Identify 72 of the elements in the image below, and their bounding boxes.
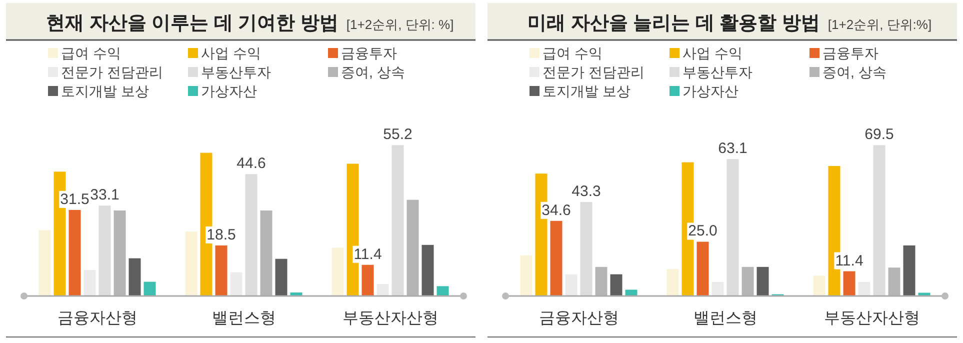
legend-label: 금융투자 <box>341 45 397 61</box>
x-tick-label: 금융자산형 <box>57 310 138 327</box>
legend-label: 부동산투자 <box>201 64 271 80</box>
bar <box>376 284 389 296</box>
bar <box>756 266 769 296</box>
bar <box>580 202 592 296</box>
bar <box>84 270 96 296</box>
bar <box>275 258 288 296</box>
bar <box>625 290 638 296</box>
bar <box>873 145 886 296</box>
data-label: 25.0 <box>688 222 718 240</box>
bar <box>38 230 51 296</box>
data-label: 31.5 <box>60 190 90 208</box>
bar <box>332 248 344 296</box>
bar <box>726 159 739 296</box>
legend-label: 전문가 전담관리 <box>542 64 644 80</box>
bar <box>144 282 156 296</box>
bar <box>550 220 562 296</box>
bar <box>520 255 532 296</box>
bar <box>903 245 916 296</box>
data-label: 18.5 <box>206 226 236 244</box>
data-label: 11.4 <box>354 246 382 263</box>
bar <box>230 272 242 296</box>
legend-label: 부동산투자 <box>682 64 752 80</box>
legend-label: 금융투자 <box>822 45 878 61</box>
chart-title: 현재 자산을 이루는 데 기여한 방법 <box>46 13 338 34</box>
legend-label: 가상자산 <box>201 83 257 99</box>
data-label: 55.2 <box>383 126 412 144</box>
legend-label: 증여, 상속 <box>341 64 405 80</box>
x-tick-label: 금융자산형 <box>538 310 619 327</box>
data-label: 34.6 <box>542 202 571 219</box>
data-label: 63.1 <box>718 140 748 158</box>
legend-label: 급여 수익 <box>61 45 121 61</box>
bar <box>696 242 709 296</box>
chart-subtitle: [1+2순위, 단위:%] <box>828 17 932 32</box>
bar <box>68 210 81 296</box>
legend-label: 사업 수익 <box>682 45 742 61</box>
bar <box>610 274 622 296</box>
bar <box>185 232 198 296</box>
legend-label: 증여, 상속 <box>822 64 886 80</box>
chart-title: 미래 자산을 늘리는 데 활용할 방법 <box>528 13 820 34</box>
bar <box>666 269 679 296</box>
bar <box>422 244 434 296</box>
legend-label: 토지개발 보상 <box>542 83 630 99</box>
bar <box>362 264 374 296</box>
legend-label: 토지개발 보상 <box>61 83 149 99</box>
bar <box>245 174 258 296</box>
legend-label: 급여 수익 <box>542 45 602 61</box>
legend-label: 가상자산 <box>682 83 738 99</box>
bar <box>858 282 870 296</box>
chart-subtitle: [1+2순위, 단위: %] <box>346 17 454 32</box>
data-label: 44.6 <box>236 155 266 172</box>
legend-label: 사업 수익 <box>201 45 261 61</box>
x-tick-label: 밸런스형 <box>693 310 758 327</box>
data-label: 11.4 <box>835 252 864 270</box>
bar <box>918 292 930 296</box>
legend-label: 전문가 전담관리 <box>61 64 163 80</box>
bar <box>565 274 578 296</box>
data-label: 43.3 <box>572 183 601 200</box>
bar <box>215 245 228 296</box>
x-tick-label: 부동산자산형 <box>342 310 438 327</box>
bar <box>712 282 724 296</box>
data-label: 69.5 <box>864 126 894 144</box>
bar <box>98 206 111 296</box>
x-tick-label: 부동산자산형 <box>824 310 920 327</box>
x-tick-label: 밸런스형 <box>212 310 276 327</box>
data-label: 33.1 <box>90 186 120 204</box>
bar <box>436 286 449 296</box>
bar <box>813 276 826 296</box>
bar <box>843 271 856 296</box>
bar <box>392 145 404 296</box>
bar <box>128 258 141 296</box>
